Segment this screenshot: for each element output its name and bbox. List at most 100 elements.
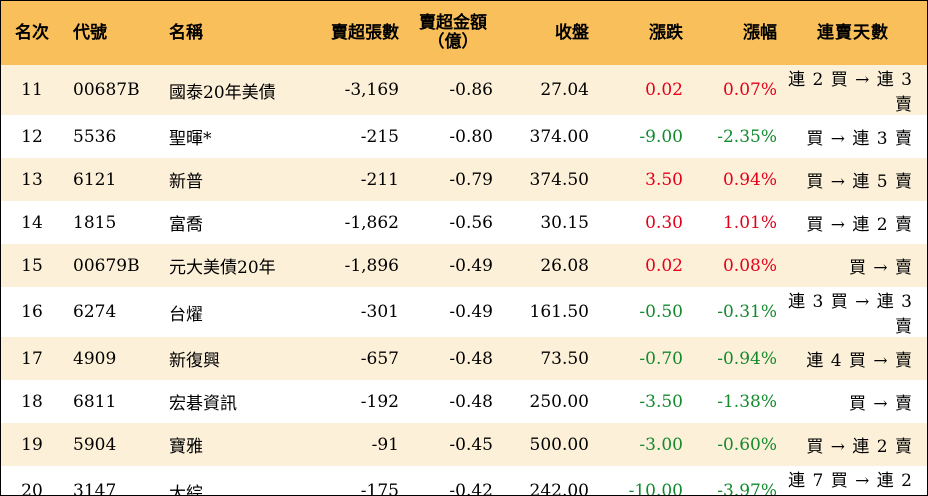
sell-amount-cell: -0.49 bbox=[449, 302, 493, 322]
rank-cell: 15 bbox=[21, 255, 43, 276]
table-row: 20 3147 大綜 -175 -0.42 242.00 -10.00 -3.97% 連 7 買… bbox=[1, 466, 927, 496]
code-cell: 5536 bbox=[73, 126, 117, 147]
change-cell: 0.02 bbox=[645, 80, 683, 100]
code-cell: 6811 bbox=[73, 391, 117, 412]
code-cell: 6121 bbox=[73, 169, 117, 190]
name-cell: 元大美債20年 bbox=[169, 258, 276, 278]
close-cell: 250.00 bbox=[529, 391, 589, 412]
header-streak: 連賣天數 bbox=[817, 22, 889, 43]
change-cell: 0.02 bbox=[645, 255, 683, 276]
header-sell-sheets: 賣超張數 bbox=[331, 22, 399, 43]
code-cell: 4909 bbox=[73, 348, 117, 369]
streak-cell: 買 → 連 5 賣 bbox=[806, 172, 913, 192]
sell-sheets-cell: -192 bbox=[360, 391, 399, 412]
pct-cell: -0.60% bbox=[717, 434, 777, 455]
name-cell: 富喬 bbox=[169, 215, 203, 235]
rank-cell: 19 bbox=[21, 434, 43, 455]
code-cell: 3147 bbox=[73, 481, 117, 496]
pct-cell: -0.94% bbox=[717, 348, 777, 369]
pct-cell: 0.07% bbox=[722, 80, 777, 100]
header-sell-amount: 賣超金額 （億） bbox=[407, 1, 499, 65]
name-cell: 大綜 bbox=[169, 483, 203, 496]
sell-sheets-cell: -1,896 bbox=[344, 255, 399, 276]
code-cell: 00679B bbox=[73, 255, 140, 276]
rank-cell: 14 bbox=[21, 212, 43, 233]
pct-cell: -2.35% bbox=[717, 126, 777, 147]
sell-amount-cell: -0.45 bbox=[449, 434, 493, 455]
close-cell: 73.50 bbox=[540, 348, 589, 369]
sell-amount-cell: -0.49 bbox=[449, 255, 493, 276]
code-cell: 00687B bbox=[73, 80, 140, 100]
table-row: 16 6274 台燿 -301 -0.49 161.50 -0.50 -0.31% 連 3 買 … bbox=[1, 287, 927, 337]
sell-sheets-cell: -175 bbox=[360, 481, 399, 496]
pct-cell: -0.31% bbox=[717, 302, 777, 322]
close-cell: 500.00 bbox=[529, 434, 589, 455]
close-cell: 374.50 bbox=[529, 169, 589, 190]
change-cell: 3.50 bbox=[645, 169, 683, 190]
streak-cell: 連 7 買 → 連 2 賣 bbox=[788, 471, 913, 491]
change-cell: -10.00 bbox=[628, 481, 683, 496]
code-cell: 5904 bbox=[73, 434, 117, 455]
sell-amount-cell: -0.42 bbox=[449, 481, 493, 496]
rank-cell: 16 bbox=[21, 302, 43, 322]
sell-amount-cell: -0.48 bbox=[449, 391, 493, 412]
close-cell: 161.50 bbox=[529, 302, 589, 322]
close-cell: 26.08 bbox=[540, 255, 589, 276]
pct-cell: -3.97% bbox=[717, 481, 777, 496]
change-cell: -3.00 bbox=[639, 434, 683, 455]
sell-sheets-cell: -91 bbox=[371, 434, 399, 455]
table-row: 19 5904 寶雅 -91 -0.45 500.00 -3.00 -0.60% 買 → 連 2… bbox=[1, 423, 927, 466]
header-row: 名次 代號 名稱 賣超張數 賣超金額 （億） 收盤 漲跌 漲幅 連賣天數 bbox=[1, 1, 927, 65]
change-cell: -9.00 bbox=[639, 126, 683, 147]
rank-cell: 12 bbox=[21, 126, 43, 147]
name-cell: 寶雅 bbox=[169, 437, 203, 457]
change-cell: -3.50 bbox=[639, 391, 683, 412]
name-cell: 台燿 bbox=[169, 304, 203, 325]
close-cell: 30.15 bbox=[540, 212, 589, 233]
pct-cell: -1.38% bbox=[717, 391, 777, 412]
rank-cell: 13 bbox=[21, 169, 43, 190]
sell-sheets-cell: -301 bbox=[360, 302, 399, 322]
sell-sheets-cell: -211 bbox=[360, 169, 399, 190]
header-rank: 名次 bbox=[15, 22, 49, 43]
sell-sheets-cell: -1,862 bbox=[344, 212, 399, 233]
table-row: 15 00679B 元大美債20年 -1,896 -0.49 26.08 0.02 0.08%… bbox=[1, 244, 927, 287]
name-cell: 聖暉* bbox=[169, 129, 212, 149]
header-pct: 漲幅 bbox=[743, 22, 777, 43]
streak-cell: 買 → 連 2 賣 bbox=[806, 215, 913, 235]
sell-amount-cell: -0.56 bbox=[449, 212, 493, 233]
close-cell: 242.00 bbox=[529, 481, 589, 496]
sell-amount-cell: -0.80 bbox=[449, 126, 493, 147]
streak-cell: 買 → 賣 bbox=[848, 394, 913, 414]
header-change: 漲跌 bbox=[649, 22, 683, 43]
rank-cell: 18 bbox=[21, 391, 43, 412]
table-row: 17 4909 新復興 -657 -0.48 73.50 -0.70 -0.94% 連 4 買 … bbox=[1, 337, 927, 380]
table-row: 12 5536 聖暉* -215 -0.80 374.00 -9.00 -2.35% 買 → 連… bbox=[1, 115, 927, 158]
sell-sheets-cell: -3,169 bbox=[344, 80, 399, 100]
sell-sheets-cell: -215 bbox=[360, 126, 399, 147]
rank-cell: 20 bbox=[21, 481, 43, 496]
sell-amount-cell: -0.48 bbox=[449, 348, 493, 369]
streak-cell: 連 2 買 → 連 3 賣 bbox=[788, 70, 913, 115]
pct-cell: 0.94% bbox=[722, 169, 777, 190]
table-body: 11 00687B 國泰20年美債 -3,169 -0.86 27.04 0.02 0.07%… bbox=[1, 65, 927, 496]
pct-cell: 0.08% bbox=[722, 255, 777, 276]
name-cell: 新復興 bbox=[169, 351, 220, 371]
close-cell: 374.00 bbox=[529, 126, 589, 147]
header-close: 收盤 bbox=[555, 22, 589, 43]
name-cell: 宏碁資訊 bbox=[169, 394, 237, 414]
header-sell-amount-line2: （億） bbox=[427, 32, 479, 52]
table-row: 11 00687B 國泰20年美債 -3,169 -0.86 27.04 0.02 0.07%… bbox=[1, 65, 927, 115]
streak-cell: 買 → 連 3 賣 bbox=[806, 129, 913, 149]
header-name: 名稱 bbox=[169, 22, 203, 43]
name-cell: 國泰20年美債 bbox=[169, 82, 276, 103]
change-cell: 0.30 bbox=[645, 212, 683, 233]
table-row: 13 6121 新普 -211 -0.79 374.50 3.50 0.94% 買 → 連 5 … bbox=[1, 158, 927, 201]
change-cell: -0.50 bbox=[639, 302, 683, 322]
table-header: 名次 代號 名稱 賣超張數 賣超金額 （億） 收盤 漲跌 漲幅 連賣天數 bbox=[1, 1, 927, 65]
change-cell: -0.70 bbox=[639, 348, 683, 369]
table-row: 18 6811 宏碁資訊 -192 -0.48 250.00 -3.50 -1.38% 買 → … bbox=[1, 380, 927, 423]
header-sell-amount-line1: 賣超金額 bbox=[419, 13, 487, 33]
